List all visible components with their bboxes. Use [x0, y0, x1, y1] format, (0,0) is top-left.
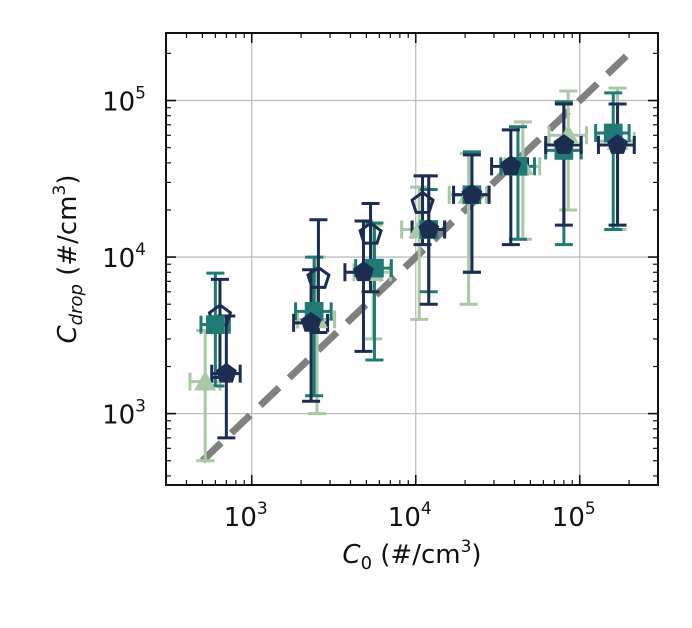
series-navy-point-errorbar	[544, 102, 583, 227]
series-navy-point-marker	[300, 311, 322, 332]
x-tick-label: 105	[552, 499, 596, 533]
open-point-marker	[306, 265, 331, 289]
x-tick-label: 104	[388, 499, 432, 533]
plot-frame	[165, 32, 659, 486]
y-tick-label: 105	[102, 84, 146, 118]
series-navy-point-marker	[215, 362, 237, 383]
series-navy-markers	[215, 134, 628, 383]
series-light-green-point-marker	[194, 370, 217, 391]
series-teal-point-marker	[206, 315, 225, 335]
series-navy-point-marker	[353, 261, 374, 282]
reference-line-layer	[199, 50, 632, 464]
series-navy-point-marker	[500, 155, 522, 176]
open-point-marker	[358, 221, 383, 245]
data-marks	[188, 86, 636, 463]
y-tick-label: 104	[102, 240, 146, 274]
x-tick-label: 103	[224, 499, 268, 533]
y-axis-label: Cdrop (#/cm3)	[50, 175, 87, 344]
axis-tick-labels: 103 104 105 103 104 105	[102, 84, 596, 533]
open-point-marker	[410, 190, 435, 214]
reference-line-1-to-1	[199, 50, 632, 464]
series-navy-point-marker	[418, 218, 440, 239]
series-navy-point-marker	[607, 134, 628, 154]
series-navy-point-marker	[461, 183, 483, 204]
series-navy-point-marker	[553, 134, 575, 154]
axis-ticks	[166, 33, 658, 485]
x-axis-label: C0 (#/cm3)	[342, 537, 481, 574]
series-navy-point-errorbar	[452, 153, 491, 274]
y-tick-label: 103	[102, 397, 146, 431]
